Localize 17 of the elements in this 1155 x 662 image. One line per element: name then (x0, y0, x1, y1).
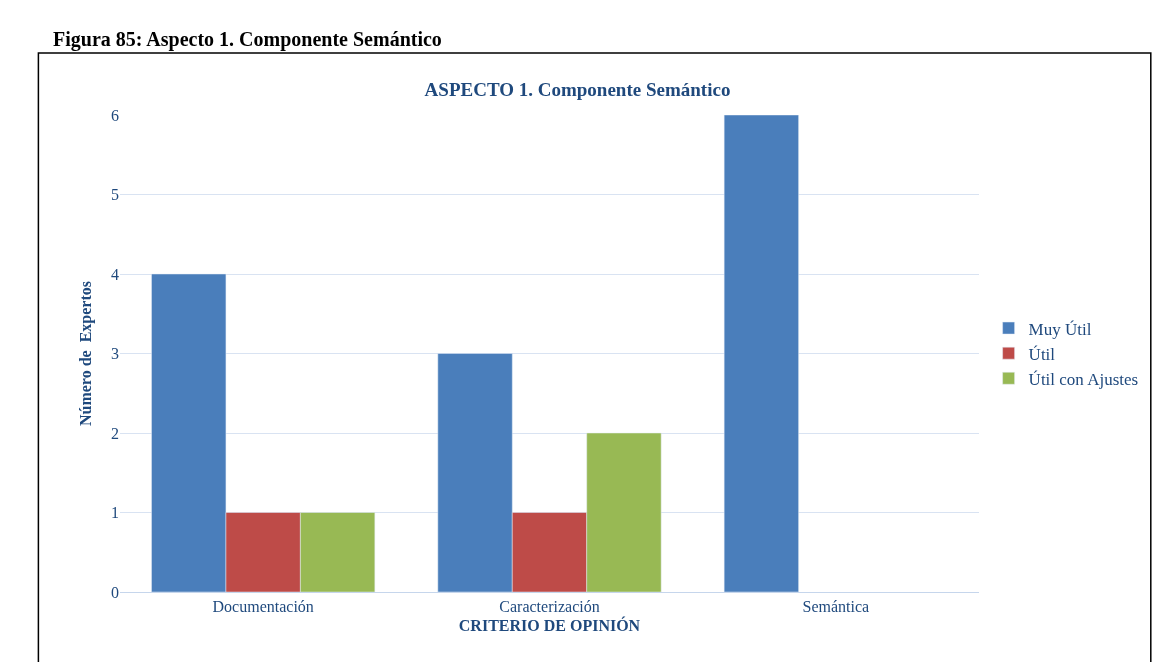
y-tick-label: 2 (111, 424, 119, 442)
y-tick-label: 4 (111, 265, 119, 283)
y-tick-label: 3 (111, 345, 119, 363)
text: Figura 85: Aspecto 1. Componente Semántico (53, 28, 442, 51)
y-tick-label: 0 (111, 583, 119, 601)
y-tick-label: 5 (111, 186, 119, 204)
chart-title: ASPECTO 1. Componente Semántico (424, 79, 731, 101)
y-tick-label: 6 (111, 106, 119, 124)
x-tick-label: Semántica (802, 598, 870, 616)
legend-label: Útil con Ajustes (1028, 369, 1139, 389)
y-axis-title: Número de Expertos (76, 280, 95, 427)
x-tick-label: Documentación (212, 598, 314, 616)
y-tick-label: 1 (111, 504, 119, 522)
x-tick-label: Caracterización (499, 598, 600, 616)
x-axis-title: CRITERIO DE OPINIÓN (458, 615, 641, 634)
legend-label: Muy Útil (1028, 319, 1092, 339)
legend-label: Útil (1028, 344, 1056, 364)
